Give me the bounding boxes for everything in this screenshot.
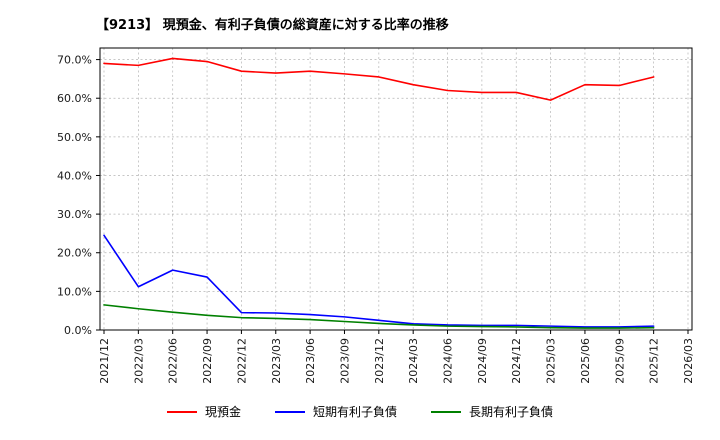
plot-frame <box>99 47 693 331</box>
chart-title: 【9213】 現預金、有利子負債の総資産に対する比率の推移 <box>96 18 449 33</box>
x-tick-label: 2024/09 <box>476 338 489 384</box>
x-tick-label: 2024/06 <box>442 338 455 384</box>
series-line-0 <box>103 57 655 101</box>
y-tick-label: 40.0% <box>57 169 92 182</box>
legend-item-cash: 現預金 <box>166 403 241 420</box>
y-tick-label: 60.0% <box>57 92 92 105</box>
x-tick-label: 2025/12 <box>648 338 661 384</box>
x-tick-label: 2023/06 <box>304 338 317 384</box>
y-tick-label: 50.0% <box>57 131 92 144</box>
x-tick-label: 2026/03 <box>682 338 695 384</box>
series-line-2 <box>103 304 655 329</box>
legend-line-green <box>431 410 461 413</box>
x-tick-label: 2021/12 <box>98 338 111 384</box>
y-tick-label: 10.0% <box>57 285 92 298</box>
x-tick-label: 2023/09 <box>338 338 351 384</box>
chart-legend: 現預金 短期有利子負債 長期有利子負債 <box>0 403 720 420</box>
legend-label-cash: 現預金 <box>204 405 241 419</box>
legend-line-red <box>166 410 197 413</box>
y-tick-label: 70.0% <box>57 54 92 67</box>
series-line-1 <box>103 234 655 328</box>
x-tick-label: 2022/03 <box>132 338 145 384</box>
legend-line-blue <box>274 410 305 413</box>
x-tick-label: 2025/03 <box>545 338 558 384</box>
x-tick-label: 2023/12 <box>373 338 386 384</box>
x-tick-label: 2022/12 <box>235 338 248 384</box>
y-tick-label: 20.0% <box>57 247 92 260</box>
x-tick-label: 2023/03 <box>270 338 283 384</box>
x-tick-label: 2025/09 <box>613 338 626 384</box>
legend-label-long-term-debt: 長期有利子負債 <box>469 405 554 419</box>
x-tick-label: 2022/09 <box>201 338 214 384</box>
x-tick-label: 2024/12 <box>510 338 523 384</box>
legend-label-short-term-debt: 短期有利子負債 <box>312 405 397 419</box>
legend-item-long-term-debt: 長期有利子負債 <box>431 403 553 420</box>
y-tick-label: 0.0% <box>64 324 92 337</box>
y-tick-label: 30.0% <box>57 208 92 221</box>
x-tick-label: 2025/06 <box>579 338 592 384</box>
x-tick-label: 2024/03 <box>407 338 420 384</box>
x-tick-label: 2022/06 <box>167 338 180 384</box>
legend-item-short-term-debt: 短期有利子負債 <box>274 403 397 420</box>
